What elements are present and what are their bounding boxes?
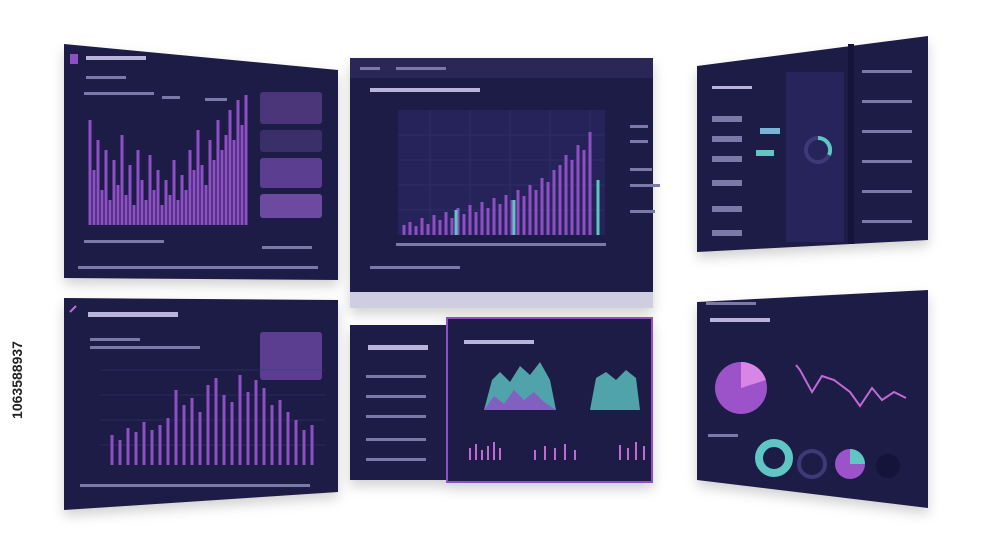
panel-bottom-left <box>64 298 338 510</box>
watermark-id: 1063588937 <box>9 341 25 419</box>
panel-top-right-content <box>712 44 912 244</box>
panel-bottom-right-content <box>706 302 907 479</box>
panel-top-left-content <box>70 54 322 269</box>
panel-top-center-content <box>350 58 660 269</box>
panel-bottom-center-content <box>366 340 645 461</box>
panel-bottom-left-content <box>69 305 325 487</box>
panel-bottom-right <box>697 290 928 508</box>
